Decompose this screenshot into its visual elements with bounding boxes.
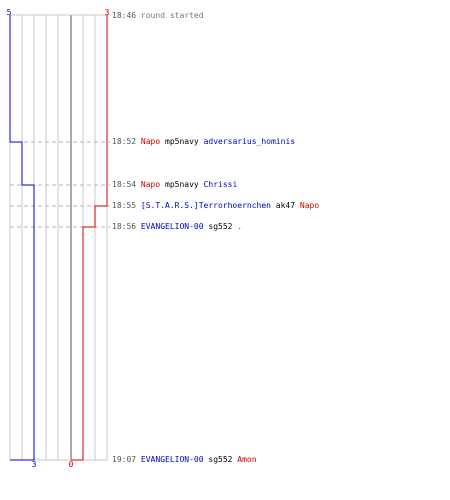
- event-killer: Napo: [140, 137, 161, 146]
- event-killer: EVANGELION-00: [140, 222, 204, 231]
- event-killer: EVANGELION-00: [140, 455, 204, 464]
- event-round-start: 18:46 round started: [112, 11, 204, 21]
- event-kill-4: 18:56 EVANGELION-00 sg552 .: [112, 222, 242, 232]
- event-victim: Amon: [237, 455, 257, 464]
- event-kill-1: 18:52 Napo mp5navy adversarius_hominis: [112, 137, 295, 147]
- red-team-start-count: 3: [105, 8, 110, 17]
- event-kill-5: 19:07 EVANGELION-00 sg552 Amon: [112, 455, 257, 465]
- blue-team-end-count: 3: [32, 460, 37, 469]
- event-time: 18:52: [112, 137, 137, 146]
- event-weapon: ak47: [275, 201, 296, 210]
- event-killer: Napo: [140, 180, 161, 189]
- blue-team-alive-line: [9, 15, 35, 461]
- event-weapon: mp5navy: [165, 180, 199, 189]
- red-team-end-count: 0: [69, 460, 74, 469]
- event-killer: [S.T.A.R.S.]Terrorhoernchen: [140, 201, 271, 210]
- event-victim: adversarius_hominis: [203, 137, 296, 146]
- event-time: 18:56: [112, 222, 137, 231]
- event-victim: Napo: [299, 201, 320, 210]
- event-time: 18:46: [112, 11, 137, 20]
- event-victim: Chrissi: [203, 180, 238, 189]
- blue-team-start-count: 5: [7, 8, 12, 17]
- event-weapon: sg552: [208, 455, 233, 464]
- red-team-alive-line: [71, 15, 108, 461]
- event-text: round started: [140, 11, 204, 20]
- event-time: 18:54: [112, 180, 137, 189]
- event-kill-3: 18:55 [S.T.A.R.S.]Terrorhoernchen ak47 N…: [112, 201, 319, 211]
- event-time: 19:07: [112, 455, 137, 464]
- event-weapon: mp5navy: [165, 137, 199, 146]
- event-time: 18:55: [112, 201, 137, 210]
- lane-grid: [9, 14, 108, 461]
- event-victim: .: [237, 222, 243, 231]
- event-kill-2: 18:54 Napo mp5navy Chrissi: [112, 180, 237, 190]
- event-weapon: sg552: [208, 222, 233, 231]
